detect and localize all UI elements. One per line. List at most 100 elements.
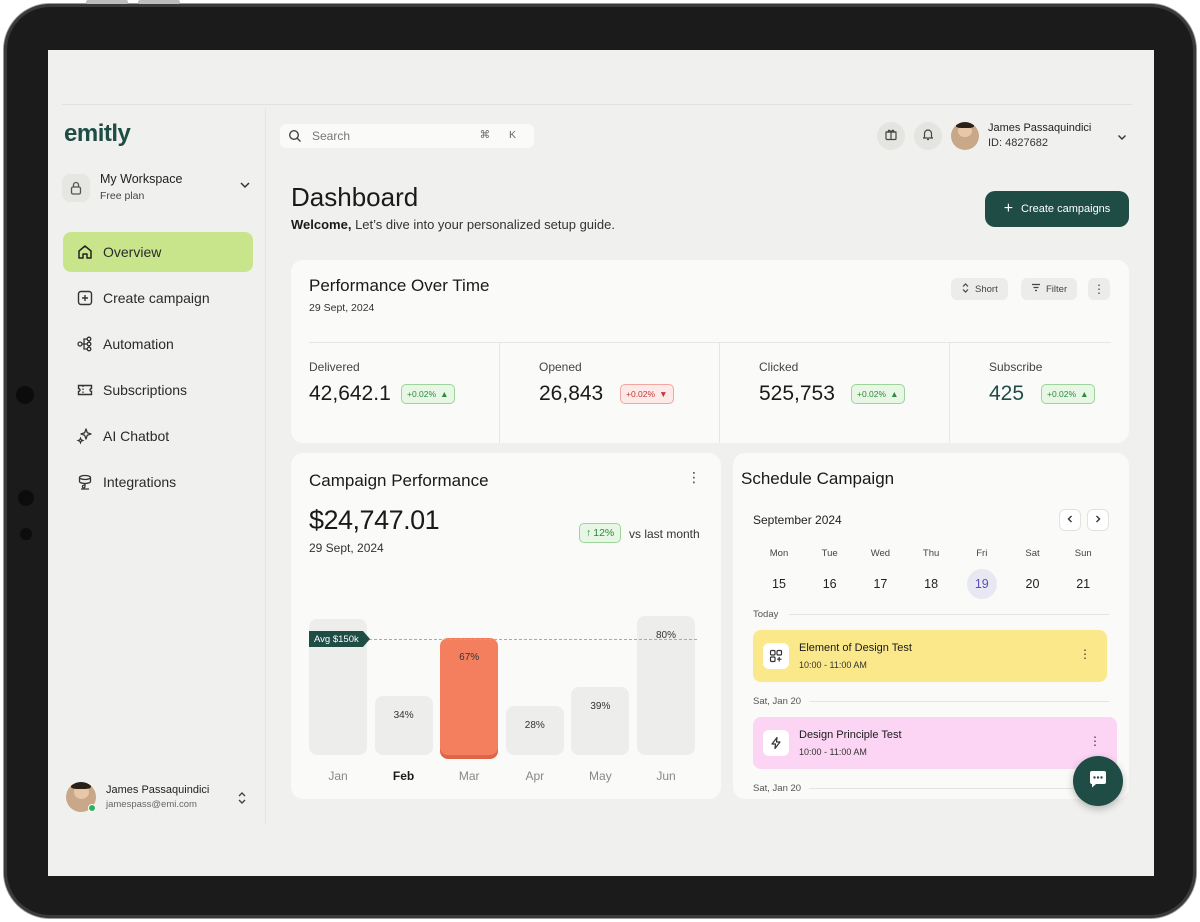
sidebar-item-label: Integrations	[103, 474, 177, 490]
workspace-plan: Free plan	[100, 190, 145, 202]
divider	[789, 614, 1109, 615]
sidebar-user-email: jamespass@emi.com	[106, 799, 197, 810]
calendar-day[interactable]: 18	[924, 577, 939, 591]
metric-subscribe: Subscribe 425 +0.02% ▲	[989, 360, 1095, 405]
more-vertical-icon[interactable]: ⋮	[687, 469, 701, 485]
event-card[interactable]: Element of Design Test 10:00 - 11:00 AM …	[753, 630, 1107, 682]
sidebar-user-menu[interactable]: James Passaquindici jamespass@emi.com	[66, 780, 252, 818]
chat-bubble-icon	[1087, 768, 1109, 795]
sort-button[interactable]: Short	[951, 278, 1008, 300]
sidebar-item-subscriptions[interactable]: Subscriptions	[63, 370, 253, 410]
chevron-right-icon	[1093, 511, 1103, 529]
calendar-day[interactable]: 17	[873, 577, 888, 591]
campaign-performance-card: Campaign Performance ⋮ $24,747.01 29 Sep…	[291, 453, 721, 799]
workspace-switcher[interactable]: My Workspace Free plan	[62, 170, 252, 208]
sidebar-item-label: Create campaign	[103, 290, 210, 306]
section-label: Today	[753, 609, 779, 620]
chevron-updown-icon	[236, 790, 248, 811]
metric-label: Delivered	[309, 360, 360, 374]
filter-button[interactable]: Filter	[1021, 278, 1078, 300]
calendar-day-selected[interactable]: 19	[966, 569, 997, 599]
change-badge: +0.02% ▼	[620, 384, 674, 404]
workspace-name: My Workspace	[100, 172, 183, 186]
plus-square-icon	[75, 288, 95, 308]
sidebar-user-name: James Passaquindici	[106, 784, 210, 796]
next-week-button[interactable]	[1087, 509, 1109, 531]
sidebar-item-ai-chatbot[interactable]: AI Chatbot	[63, 416, 253, 456]
notifications-button[interactable]	[914, 122, 942, 150]
app-screen: emitly My Workspace Free plan Overview C…	[48, 50, 1154, 876]
calendar-day[interactable]: 20	[1025, 577, 1040, 591]
bar-value-label: 80%	[655, 629, 676, 641]
chart-bar-jun[interactable]	[637, 615, 695, 755]
prev-week-button[interactable]	[1059, 509, 1081, 531]
change-value: 12%	[593, 527, 615, 539]
calendar-day[interactable]: 16	[822, 577, 837, 591]
volume-button	[138, 0, 180, 4]
schedule-title: Schedule Campaign	[741, 469, 895, 488]
sidebar-item-automation[interactable]: Automation	[63, 324, 253, 364]
average-line	[309, 639, 697, 640]
page-title: Dashboard	[291, 182, 419, 212]
gift-icon	[884, 127, 898, 146]
volume-button	[86, 0, 128, 4]
change-value: +0.02%	[407, 389, 437, 399]
metric-delivered: Delivered 42,642.1 +0.02% ▲	[309, 360, 455, 405]
search-shortcut: ⌘ K	[479, 129, 524, 141]
divider	[809, 701, 1109, 702]
database-icon	[75, 472, 95, 492]
calendar-month: September 2024	[753, 513, 842, 527]
sparkle-icon	[75, 426, 95, 446]
sidebar-item-integrations[interactable]: Integrations	[63, 462, 253, 502]
create-campaigns-label: Create campaigns	[1021, 203, 1111, 215]
sidebar-item-overview[interactable]: Overview	[63, 232, 253, 272]
more-options-button[interactable]: ⋮	[1088, 278, 1110, 300]
metric-value: 26,843	[539, 382, 604, 405]
chevron-left-icon	[1065, 511, 1075, 529]
arrow-up-icon: ↑	[586, 527, 592, 539]
x-axis-label: May	[589, 769, 612, 783]
welcome-rest: Let’s dive into your personalized setup …	[351, 217, 615, 232]
search-input[interactable]: Search ⌘ K	[280, 124, 534, 148]
chart-bar-apr[interactable]	[505, 706, 564, 755]
sidebar-item-label: AI Chatbot	[103, 428, 170, 444]
metric-value: 425	[989, 382, 1025, 405]
divider	[309, 342, 1111, 343]
calendar-day[interactable]: 15	[772, 577, 786, 591]
sidebar-item-label: Overview	[103, 244, 162, 260]
more-vertical-icon: ⋮	[1093, 282, 1105, 296]
search-icon	[288, 129, 302, 148]
average-tag: Avg $150k	[309, 631, 370, 647]
section-label: Sat, Jan 20	[753, 696, 802, 707]
performance-title: Performance Over Time	[309, 276, 490, 295]
bar-value-label: 39%	[590, 701, 611, 713]
home-icon	[75, 242, 95, 262]
welcome-bold: Welcome,	[291, 217, 352, 232]
weekday-label: Mon	[769, 548, 789, 559]
calendar-day[interactable]: 21	[1076, 577, 1091, 591]
chat-button[interactable]	[1073, 756, 1123, 806]
x-axis-label: Jan	[328, 769, 348, 783]
more-vertical-icon[interactable]: ⋮	[1079, 647, 1091, 661]
event-card[interactable]: Design Principle Test 10:00 - 11:00 AM ⋮	[753, 717, 1117, 769]
chevron-down-icon[interactable]	[1116, 130, 1128, 148]
event-title: Design Principle Test	[799, 729, 902, 741]
campaign-title: Campaign Performance	[309, 471, 489, 490]
triangle-up-icon: ▲	[1080, 389, 1089, 399]
create-campaigns-button[interactable]: + Create campaigns	[985, 191, 1129, 227]
divider	[62, 104, 1132, 105]
more-vertical-icon[interactable]: ⋮	[1089, 734, 1101, 748]
sidebar: emitly My Workspace Free plan Overview C…	[62, 108, 266, 824]
sidebar-item-create-campaign[interactable]: Create campaign	[63, 278, 253, 318]
search-placeholder: Search	[312, 129, 351, 143]
avatar[interactable]	[951, 122, 979, 150]
performance-card: Performance Over Time 29 Sept, 2024 Shor…	[291, 260, 1129, 443]
x-axis-label: Feb	[392, 769, 415, 783]
gift-button[interactable]	[877, 122, 905, 150]
chart-bar-feb[interactable]	[374, 695, 433, 755]
chart-bar-may[interactable]	[571, 687, 630, 755]
chart-bar-mar[interactable]	[440, 638, 499, 755]
bolt-icon	[763, 730, 789, 756]
change-badge: +0.02% ▲	[401, 384, 455, 404]
